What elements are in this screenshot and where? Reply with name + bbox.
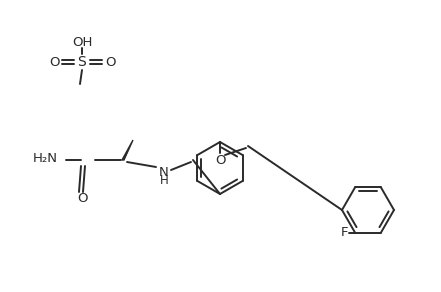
Text: F: F <box>341 226 349 239</box>
Text: O: O <box>105 55 115 69</box>
Text: O: O <box>49 55 59 69</box>
Polygon shape <box>122 140 133 160</box>
Text: S: S <box>78 55 86 69</box>
Text: H₂N: H₂N <box>33 152 58 164</box>
Text: H: H <box>160 175 168 187</box>
Text: O: O <box>215 154 225 166</box>
Text: O: O <box>78 192 88 204</box>
Text: N: N <box>159 166 169 180</box>
Text: OH: OH <box>72 36 92 48</box>
